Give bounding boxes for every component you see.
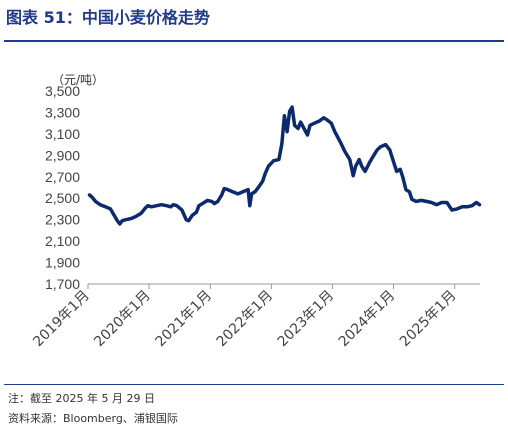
y-axis-unit-label: （元/吨） — [52, 73, 104, 87]
y-tick-label: 1,900 — [45, 255, 80, 271]
wheat-price-series-line — [87, 105, 482, 226]
x-tick-label: 2021年1月 — [153, 288, 216, 351]
x-tick-label: 2023年1月 — [275, 288, 338, 351]
y-tick-label: 2,100 — [45, 233, 80, 249]
x-tick-label: 2020年1月 — [91, 288, 154, 351]
x-tick-label: 2019年1月 — [30, 288, 93, 351]
y-tick-label: 3,100 — [45, 126, 80, 142]
footer-divider — [4, 384, 504, 385]
wheat-price-line-chart: （元/吨） 3,500 3,300 3,100 2,900 2,700 2,500 2,30… — [30, 73, 482, 351]
y-tick-label: 1,700 — [45, 276, 80, 292]
series-layer — [87, 105, 482, 226]
x-tick-label: 2022年1月 — [214, 288, 277, 351]
y-tick-label: 2,500 — [45, 190, 80, 206]
chart-title: 图表 51：中国小麦价格走势 — [6, 8, 210, 27]
y-tick-label: 2,700 — [45, 169, 80, 185]
x-tick-label: 2025年1月 — [397, 288, 460, 351]
source-note: 资料来源：Bloomberg、浦银国际 — [8, 412, 178, 425]
y-tick-label: 3,300 — [45, 104, 80, 120]
y-tick-label: 2,300 — [45, 212, 80, 228]
y-tick-label: 3,500 — [45, 83, 80, 99]
title-divider — [4, 40, 504, 42]
x-axis-ticks: 2019年1月2020年1月2021年1月2022年1月2023年1月2024年… — [30, 283, 480, 351]
footnote: 注：截至 2025 年 5 月 29 日 — [8, 392, 155, 405]
y-axis-ticks: 3,500 3,300 3,100 2,900 2,700 2,500 2,300 2,100… — [45, 83, 80, 292]
y-tick-label: 2,900 — [45, 147, 80, 163]
x-tick-label: 2024年1月 — [336, 288, 399, 351]
